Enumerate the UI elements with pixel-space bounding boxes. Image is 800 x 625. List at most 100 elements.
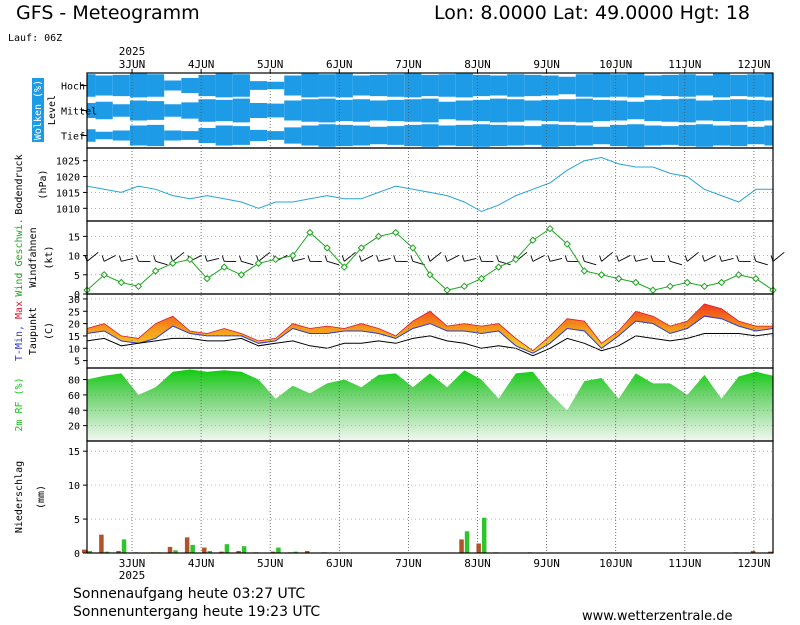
cloud-mittel-block xyxy=(198,99,216,122)
cloud-mittel-block xyxy=(507,99,525,122)
precipitation-ytick-label: 0 xyxy=(74,549,80,560)
cloud-mittel-block xyxy=(558,99,576,122)
cloud-tief-block xyxy=(129,125,148,146)
cloud-mittel-block xyxy=(87,103,96,118)
wind-barb-flag xyxy=(461,255,465,262)
wind-barb-flag xyxy=(427,255,431,262)
cloud-tief-block xyxy=(249,129,268,142)
cloud-mittel-block xyxy=(267,103,285,118)
wind-speed-point xyxy=(306,228,314,237)
wind-barb-flag xyxy=(701,255,705,262)
cloud-tief-block xyxy=(472,124,491,147)
cloud-hoch-block xyxy=(164,80,182,91)
wind-barb xyxy=(498,260,511,266)
precip-conv-bar xyxy=(121,539,127,553)
cloud-tief-block xyxy=(352,125,370,146)
humidity-ytick-label: 80 xyxy=(68,376,80,387)
wind-speed-point xyxy=(271,255,280,264)
wind-speed-point xyxy=(237,271,246,279)
cloud-mittel-block xyxy=(610,100,628,121)
wind-barb-flag xyxy=(101,255,105,262)
cloud-mittel-block xyxy=(627,101,645,120)
day-label-bottom: 8JUN xyxy=(464,557,491,570)
day-label-bottom: 3JUN xyxy=(119,557,146,570)
cloud-hoch-block xyxy=(472,74,491,97)
location-coords: Lon: 8.0000 Lat: 49.0000 Hgt: 18 xyxy=(434,2,751,24)
cloud-mittel-block xyxy=(404,99,422,122)
precip-ls-bar xyxy=(99,534,104,553)
precipitation-panel-frame xyxy=(86,440,774,554)
wind-barb-flag xyxy=(118,255,122,262)
wind-barb xyxy=(121,258,134,262)
wind-speed-point xyxy=(666,282,674,291)
cloud-mittel-block xyxy=(764,100,773,121)
wind-barb xyxy=(378,258,391,262)
cloud-hoch-block xyxy=(249,81,268,90)
axes-layer: 3JUN 3JUN 4JUN 4JUN 5JUN 5JUN 6JUN 6JUN 7JUN 7JUN… xyxy=(14,45,774,582)
cloud-hoch-block xyxy=(764,73,773,98)
day-label-top: 7JUN xyxy=(395,58,422,71)
precip-conv-bar xyxy=(464,531,470,553)
precip-conv-bar xyxy=(276,547,281,553)
wind-barb xyxy=(755,260,768,266)
cloud-tief-block xyxy=(335,124,353,147)
wind-barb xyxy=(772,251,785,262)
wind-speed-point xyxy=(614,274,623,283)
precip-ls-bar xyxy=(476,543,481,553)
day-label-top: 8JUN xyxy=(464,58,491,71)
cloud-tief-block xyxy=(387,126,405,145)
precip-ls-bar xyxy=(270,551,276,553)
cloud-hoch-block xyxy=(644,75,662,96)
cloud-tief-block xyxy=(215,125,233,146)
cloud-hoch-block xyxy=(730,74,748,97)
wind-speed-point xyxy=(169,259,177,267)
cloud-hoch-block xyxy=(592,73,611,98)
precip-conv-bar xyxy=(224,544,230,553)
cloud-tief-block xyxy=(87,129,96,142)
wind-speed-point xyxy=(374,232,383,241)
temperature-ytick-label: 25 xyxy=(68,307,80,318)
wind-barb-flag xyxy=(616,255,620,262)
humidity-ytick-label: 20 xyxy=(68,422,80,433)
wind-barb xyxy=(464,258,477,262)
cloud-level-tief: Tief xyxy=(61,132,85,143)
wind-speed-point xyxy=(752,274,760,283)
day-label-bottom: 6JUN xyxy=(326,557,353,570)
cloud-mittel-block xyxy=(661,99,679,122)
day-label-top: 12JUN xyxy=(737,58,770,71)
cloud-hoch-block xyxy=(678,74,696,97)
temperature-ytick-label: 5 xyxy=(74,357,80,368)
precip-conv-bar xyxy=(241,546,247,553)
cloud-hoch-block xyxy=(404,73,422,98)
wind-barb-flag xyxy=(410,255,414,262)
cloud-mittel-block xyxy=(541,99,559,122)
cloud-mittel-block xyxy=(575,98,593,123)
wind-speed-point xyxy=(597,271,606,279)
wind-barb xyxy=(103,254,117,262)
precip-ls-bar xyxy=(202,547,207,553)
cloud-level-hoch: Hoch xyxy=(61,82,85,93)
humidity-ytick-label: 40 xyxy=(68,406,80,417)
wind-barb-flag xyxy=(633,255,637,262)
cloud-hoch-block xyxy=(352,75,370,96)
wind-barb xyxy=(721,258,734,262)
wind-speed-point xyxy=(632,278,640,287)
cloud-tief-block xyxy=(747,126,765,145)
cloud-tief-block xyxy=(524,126,542,145)
wind-speed-point xyxy=(117,278,126,287)
wind-barb xyxy=(326,260,340,266)
wind-barb-flag xyxy=(341,255,345,262)
wind-barb xyxy=(584,260,597,266)
humidity-ylabel: 2m RF (%) xyxy=(14,377,25,431)
wind-barb-flag xyxy=(393,255,397,262)
cloud-mittel-block xyxy=(232,98,250,123)
cloud-mittel-block xyxy=(318,98,336,123)
cloud-mittel-block xyxy=(112,104,130,117)
wind-speed-point xyxy=(717,278,726,287)
wind-barb xyxy=(241,260,254,266)
cloud-hoch-block xyxy=(490,75,508,96)
precip-ls-bar xyxy=(116,550,121,553)
cloud-hoch-block xyxy=(284,75,302,96)
cloud-mittel-block xyxy=(387,99,405,122)
wind-barb-flag xyxy=(444,255,448,262)
